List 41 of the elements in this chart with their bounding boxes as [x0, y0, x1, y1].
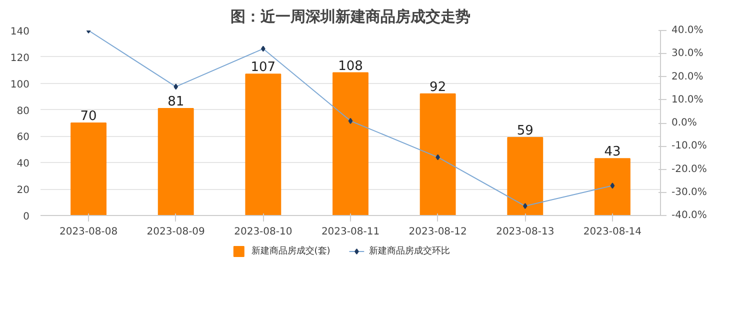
bar [594, 158, 630, 216]
y-tick-label: 60 [16, 132, 30, 144]
y2-tick-label: -10.0% [672, 140, 707, 152]
data-label: 92 [430, 80, 446, 95]
chart-title: 图：近一周深圳新建商品房成交走势 [230, 8, 470, 26]
x-tick-label: 2023-08-09 [146, 226, 205, 238]
y-tick-label: 100 [10, 79, 30, 90]
x-tick-label: 2023-08-08 [59, 226, 118, 238]
y2-tick-label: -30.0% [672, 186, 707, 198]
x-tick-label: 2023-08-11 [321, 226, 380, 238]
y2-tick-label: 10.0% [672, 94, 704, 106]
y-tick-label: 140 [10, 26, 30, 38]
data-label: 70 [80, 109, 97, 124]
y-tick-label: 80 [16, 106, 30, 117]
y2-tick-label: 20.0% [672, 71, 704, 82]
x-tick-label: 2023-08-13 [496, 226, 554, 238]
data-label: 81 [168, 94, 184, 110]
y2-tick-label: -40.0% [672, 210, 707, 221]
y-tick-label: 0 [23, 212, 30, 222]
legend-label: 新建商品房成交环比 [369, 246, 450, 256]
data-label: 43 [604, 144, 621, 160]
data-label: 59 [516, 124, 534, 139]
bar [70, 122, 106, 216]
bar [420, 93, 456, 216]
x-tick-label: 2023-08-12 [408, 226, 467, 238]
y2-tick-label: 40.0% [672, 25, 704, 36]
data-label: 108 [338, 58, 363, 74]
bar [507, 137, 544, 216]
y-tick-label: 20 [16, 185, 30, 196]
x-tick-label: 2023-08-14 [583, 226, 642, 238]
y-tick-label: 120 [10, 52, 30, 64]
x-tick-label: 2023-08-10 [234, 226, 292, 238]
y2-tick-label: -20.0% [672, 164, 707, 175]
bar [158, 108, 194, 216]
bar [332, 72, 368, 216]
data-label: 107 [250, 60, 276, 76]
y2-tick-label: 0.0% [672, 118, 697, 128]
bar [245, 74, 282, 216]
legend-label: 新建商品房成交(套) [251, 246, 330, 256]
y-tick-label: 40 [16, 158, 30, 170]
y2-tick-label: 30.0% [672, 48, 704, 60]
